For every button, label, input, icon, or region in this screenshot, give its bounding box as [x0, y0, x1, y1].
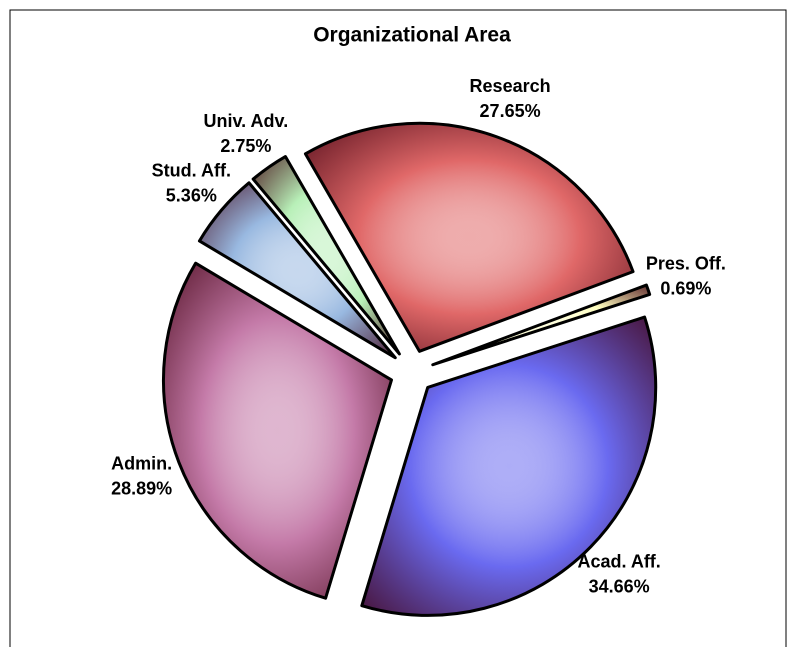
slice-label: Acad. Aff.: [577, 552, 660, 572]
slice-label: Univ. Adv.: [204, 111, 289, 131]
slice-value-label: 2.75%: [220, 136, 271, 156]
slice-value-label: 27.65%: [480, 101, 541, 121]
slice-value-label: 28.89%: [111, 479, 172, 499]
pie-slice: [197, 181, 397, 360]
pie-slice: [431, 283, 652, 367]
pie-slice: [162, 261, 393, 600]
pie-slice: [360, 315, 658, 617]
slice-label: Pres. Off.: [646, 253, 726, 273]
slice-value-label: 5.36%: [166, 186, 217, 206]
pie-slice: [251, 155, 401, 356]
chart-title: Organizational Area: [313, 24, 511, 47]
slice-label: Admin.: [111, 454, 172, 474]
pie-slice: [303, 121, 635, 353]
slice-label: Stud. Aff.: [152, 161, 231, 181]
slice-value-label: 34.66%: [589, 577, 650, 597]
slice-label: Research: [470, 76, 551, 96]
slice-value-label: 0.69%: [660, 278, 711, 298]
